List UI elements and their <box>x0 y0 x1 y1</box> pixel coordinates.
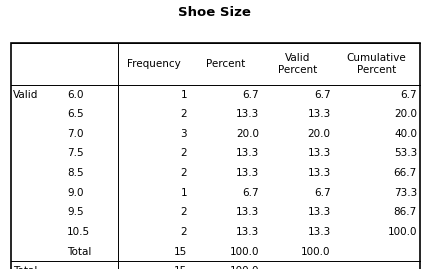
Text: 6.7: 6.7 <box>242 90 259 100</box>
Text: 15: 15 <box>174 247 187 257</box>
Text: Total: Total <box>67 247 91 257</box>
Text: 100.0: 100.0 <box>387 227 417 237</box>
Text: 6.7: 6.7 <box>314 188 331 198</box>
Text: 15: 15 <box>174 266 187 269</box>
Text: 20.0: 20.0 <box>236 129 259 139</box>
Text: 6.0: 6.0 <box>67 90 83 100</box>
Text: 20.0: 20.0 <box>394 109 417 119</box>
Text: 13.3: 13.3 <box>308 168 331 178</box>
Text: Percent: Percent <box>206 59 245 69</box>
Text: 53.3: 53.3 <box>394 148 417 158</box>
Bar <box>11 43 420 269</box>
Text: Valid: Valid <box>13 90 39 100</box>
Text: 1: 1 <box>181 90 187 100</box>
Text: 7.0: 7.0 <box>67 129 83 139</box>
Text: 13.3: 13.3 <box>236 168 259 178</box>
Text: 13.3: 13.3 <box>236 148 259 158</box>
Text: Cumulative
Percent: Cumulative Percent <box>347 53 406 75</box>
Text: 20.0: 20.0 <box>308 129 331 139</box>
Text: 13.3: 13.3 <box>308 109 331 119</box>
Text: 100.0: 100.0 <box>230 266 259 269</box>
Text: 13.3: 13.3 <box>308 148 331 158</box>
Text: 2: 2 <box>181 227 187 237</box>
Text: 40.0: 40.0 <box>394 129 417 139</box>
Text: 6.5: 6.5 <box>67 109 84 119</box>
Text: 1: 1 <box>181 188 187 198</box>
Text: 3: 3 <box>181 129 187 139</box>
Text: Total: Total <box>13 266 38 269</box>
Text: 6.7: 6.7 <box>242 188 259 198</box>
Text: 6.7: 6.7 <box>400 90 417 100</box>
Text: 13.3: 13.3 <box>236 109 259 119</box>
Text: 66.7: 66.7 <box>394 168 417 178</box>
Text: 13.3: 13.3 <box>308 207 331 217</box>
Text: 86.7: 86.7 <box>394 207 417 217</box>
Text: 2: 2 <box>181 148 187 158</box>
Text: Frequency: Frequency <box>127 59 181 69</box>
Text: 13.3: 13.3 <box>308 227 331 237</box>
Text: 73.3: 73.3 <box>394 188 417 198</box>
Text: 2: 2 <box>181 168 187 178</box>
Text: 9.5: 9.5 <box>67 207 84 217</box>
Text: 13.3: 13.3 <box>236 207 259 217</box>
Text: 8.5: 8.5 <box>67 168 84 178</box>
Text: Shoe Size: Shoe Size <box>178 6 251 19</box>
Text: 2: 2 <box>181 109 187 119</box>
Text: 100.0: 100.0 <box>230 247 259 257</box>
Text: 13.3: 13.3 <box>236 227 259 237</box>
Text: 2: 2 <box>181 207 187 217</box>
Text: 7.5: 7.5 <box>67 148 84 158</box>
Text: 6.7: 6.7 <box>314 90 331 100</box>
Text: 10.5: 10.5 <box>67 227 90 237</box>
Text: Valid
Percent: Valid Percent <box>278 53 317 75</box>
Text: 100.0: 100.0 <box>301 247 331 257</box>
Text: 9.0: 9.0 <box>67 188 83 198</box>
